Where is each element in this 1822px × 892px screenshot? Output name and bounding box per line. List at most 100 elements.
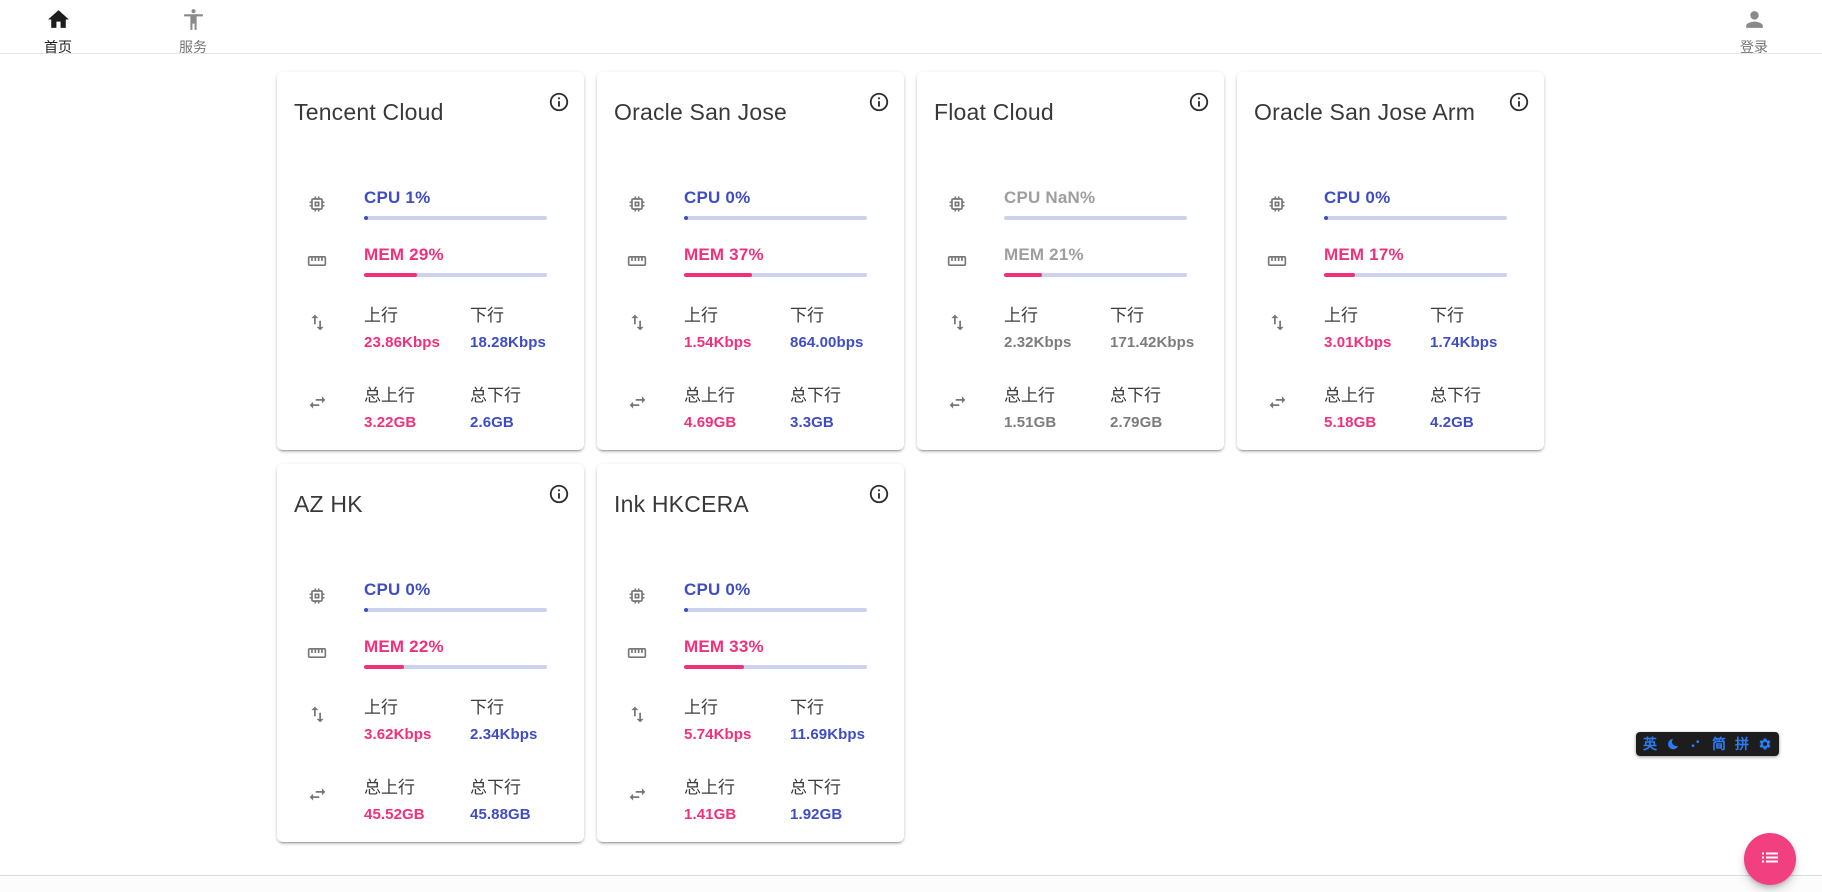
memory-ruler-icon <box>1237 245 1324 277</box>
dots-icon[interactable] <box>1689 737 1703 751</box>
upload-label: 上行 <box>364 693 470 718</box>
cpu-chip-icon <box>597 580 684 612</box>
server-card: Tencent Cloud CPU 1% MEM 29% <box>277 72 584 450</box>
nav-item-home[interactable]: 首页 <box>30 7 86 55</box>
cpu-progress-bar <box>684 216 867 220</box>
info-icon[interactable] <box>1188 91 1210 113</box>
download-value: 11.69Kbps <box>790 726 865 743</box>
mem-progress-bar <box>684 273 867 277</box>
nav-item-login[interactable]: 登录 <box>1726 7 1782 55</box>
cpu-progress-bar <box>684 608 867 612</box>
info-icon[interactable] <box>868 483 890 505</box>
server-card: Ink HKCERA CPU 0% MEM 33% <box>597 464 904 842</box>
total-upload-value: 1.41GB <box>684 806 790 823</box>
server-card: Oracle San Jose CPU 0% MEM 37% <box>597 72 904 450</box>
server-name: Float Cloud <box>934 98 1054 126</box>
card-header: Oracle San Jose Arm <box>1237 72 1544 126</box>
total-upload-label: 总上行 <box>364 381 470 406</box>
ime-charset-toggle[interactable]: 简 <box>1712 732 1726 756</box>
speed-row: 上行 23.86Kbps 下行 18.28Kbps <box>277 301 584 351</box>
server-card: AZ HK CPU 0% MEM 22% <box>277 464 584 842</box>
nav-item-services[interactable]: 服务 <box>165 7 221 55</box>
mem-usage-label: MEM 22% <box>364 637 547 657</box>
upload-value: 3.62Kbps <box>364 726 470 743</box>
upload-label: 上行 <box>1324 301 1430 326</box>
speed-row: 上行 2.32Kbps 下行 171.42Kbps <box>917 301 1224 351</box>
card-header: Ink HKCERA <box>597 464 904 518</box>
memory-ruler-icon <box>917 245 1004 277</box>
cpu-usage-label: CPU 0% <box>364 580 547 600</box>
total-row: 总上行 5.18GB 总下行 4.2GB <box>1237 381 1544 431</box>
mem-bar-fill <box>364 273 417 277</box>
info-icon[interactable] <box>868 91 890 113</box>
total-download-value: 2.6GB <box>470 414 521 431</box>
upload-label: 上行 <box>364 301 470 326</box>
cpu-progress-bar <box>364 216 547 220</box>
memory-ruler-icon <box>277 637 364 669</box>
cpu-progress-bar <box>1324 216 1507 220</box>
accessibility-icon <box>181 7 206 37</box>
server-list-fab[interactable] <box>1744 833 1796 885</box>
mem-usage-label: MEM 29% <box>364 245 547 265</box>
mem-usage-label: MEM 17% <box>1324 245 1507 265</box>
ime-language-toggle[interactable]: 英 <box>1643 732 1657 756</box>
card-header: Float Cloud <box>917 72 1224 126</box>
server-name: Oracle San Jose Arm <box>1254 98 1475 126</box>
moon-icon[interactable] <box>1666 737 1680 751</box>
info-icon[interactable] <box>548 91 570 113</box>
cpu-chip-icon <box>917 188 1004 220</box>
total-download-value: 2.79GB <box>1110 414 1162 431</box>
cpu-chip-icon <box>1237 188 1324 220</box>
settings-icon[interactable] <box>1758 737 1772 751</box>
mem-progress-bar <box>1004 273 1187 277</box>
updown-arrows-icon <box>597 693 684 743</box>
download-value: 1.74Kbps <box>1430 334 1498 351</box>
info-icon[interactable] <box>1508 91 1530 113</box>
cpu-row: CPU 0% <box>597 188 904 220</box>
cpu-usage-label: CPU NaN% <box>1004 188 1187 208</box>
home-icon <box>46 7 71 37</box>
top-navbar: 首页 服务 登录 <box>0 0 1822 54</box>
cpu-bar-fill <box>684 608 688 612</box>
mem-progress-bar <box>684 665 867 669</box>
swap-arrows-icon <box>597 381 684 431</box>
total-row: 总上行 45.52GB 总下行 45.88GB <box>277 773 584 823</box>
cpu-bar-fill <box>1324 216 1328 220</box>
server-name: Ink HKCERA <box>614 490 749 518</box>
updown-arrows-icon <box>917 301 1004 351</box>
mem-row: MEM 17% <box>1237 245 1544 277</box>
upload-label: 上行 <box>1004 301 1110 326</box>
updown-arrows-icon <box>1237 301 1324 351</box>
total-download-label: 总下行 <box>790 381 841 406</box>
download-value: 864.00bps <box>790 334 863 351</box>
upload-value: 3.01Kbps <box>1324 334 1430 351</box>
speed-row: 上行 1.54Kbps 下行 864.00bps <box>597 301 904 351</box>
memory-ruler-icon <box>597 637 684 669</box>
nav-login-label: 登录 <box>1740 39 1768 55</box>
updown-arrows-icon <box>277 693 364 743</box>
ime-status-bar[interactable]: 英 简 拼 <box>1636 732 1779 756</box>
download-label: 下行 <box>1430 301 1498 326</box>
mem-progress-bar <box>1324 273 1507 277</box>
mem-progress-bar <box>364 665 547 669</box>
upload-value: 23.86Kbps <box>364 334 470 351</box>
cpu-chip-icon <box>277 188 364 220</box>
total-download-label: 总下行 <box>470 381 521 406</box>
cpu-chip-icon <box>597 188 684 220</box>
mem-row: MEM 22% <box>277 637 584 669</box>
upload-label: 上行 <box>684 693 790 718</box>
cpu-bar-fill <box>364 608 368 612</box>
cpu-row: CPU 1% <box>277 188 584 220</box>
download-label: 下行 <box>790 301 863 326</box>
ime-layout-toggle[interactable]: 拼 <box>1735 732 1749 756</box>
speed-row: 上行 3.62Kbps 下行 2.34Kbps <box>277 693 584 743</box>
mem-usage-label: MEM 21% <box>1004 245 1187 265</box>
mem-bar-fill <box>684 273 752 277</box>
swap-arrows-icon <box>917 381 1004 431</box>
server-name: AZ HK <box>294 490 363 518</box>
total-row: 总上行 4.69GB 总下行 3.3GB <box>597 381 904 431</box>
mem-bar-fill <box>684 665 744 669</box>
cpu-progress-bar <box>364 608 547 612</box>
info-icon[interactable] <box>548 483 570 505</box>
total-download-label: 总下行 <box>1430 381 1481 406</box>
